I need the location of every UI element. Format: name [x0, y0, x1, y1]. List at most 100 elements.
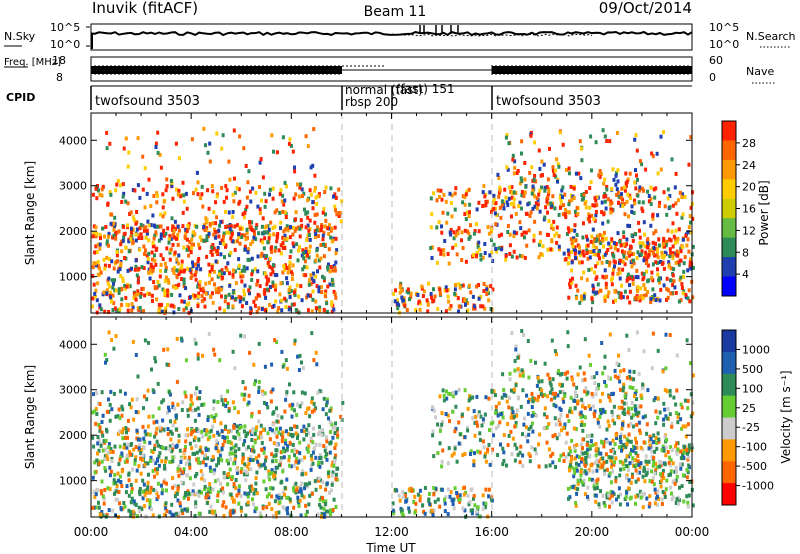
velocity-data-cell [285, 390, 289, 395]
velocity-data-cell [648, 439, 652, 444]
power-data-cell [105, 255, 109, 260]
power-data-cell [130, 308, 134, 313]
power-colorbar-swatch [722, 140, 736, 161]
power-data-cell [210, 184, 214, 189]
power-data-cell [264, 274, 268, 279]
velocity-data-cell [217, 460, 220, 465]
velocity-data-cell [576, 372, 580, 377]
power-data-cell [523, 235, 526, 240]
power-data-cell [143, 252, 146, 256]
power-data-cell [151, 268, 155, 273]
power-data-cell [576, 288, 580, 293]
velocity-data-cell [607, 473, 611, 478]
power-data-cell [129, 237, 133, 242]
velocity-data-cell [137, 505, 141, 510]
power-data-cell [303, 264, 306, 269]
velocity-data-cell [558, 390, 562, 395]
power-data-cell [658, 280, 662, 285]
power-data-cell [288, 235, 292, 240]
velocity-data-cell [111, 508, 115, 513]
power-data-cell [112, 233, 116, 238]
power-colorbar-swatch [722, 276, 736, 297]
power-data-cell [611, 167, 615, 172]
velocity-data-cell [573, 406, 577, 411]
power-data-cell [317, 285, 321, 290]
velocity-data-cell [582, 457, 586, 462]
power-data-cell [190, 273, 194, 278]
power-data-cell [191, 260, 194, 265]
velocity-data-cell [466, 428, 470, 433]
velocity-data-cell [125, 430, 128, 435]
power-data-cell [551, 165, 555, 170]
power-data-cell [210, 291, 214, 296]
velocity-data-cell [561, 397, 565, 402]
velocity-data-cell [570, 465, 574, 470]
velocity-data-cell [134, 410, 138, 414]
power-data-cell [161, 192, 165, 197]
velocity-data-cell [149, 485, 153, 490]
power-data-cell [300, 298, 304, 303]
power-data-cell [272, 263, 275, 268]
power-data-cell [203, 304, 207, 309]
power-data-cell [107, 276, 111, 281]
power-data-cell [607, 241, 611, 246]
velocity-data-cell [101, 448, 105, 453]
velocity-data-cell [185, 508, 189, 513]
power-data-cell [258, 185, 261, 189]
velocity-data-cell [154, 359, 158, 364]
velocity-data-cell [634, 451, 638, 456]
power-data-cell [546, 195, 550, 200]
power-data-cell [653, 253, 657, 258]
power-data-cell [200, 299, 204, 304]
power-data-cell [285, 276, 289, 281]
velocity-data-cell [109, 446, 113, 451]
velocity-data-cell [296, 435, 299, 440]
power-data-cell [176, 261, 180, 266]
power-data-cell [452, 230, 456, 235]
power-data-cell [592, 249, 596, 253]
power-data-cell [190, 267, 194, 271]
velocity-data-cell [634, 468, 638, 473]
power-data-cell [681, 244, 685, 249]
velocity-data-cell [198, 390, 202, 394]
velocity-data-cell [168, 460, 172, 465]
velocity-data-cell [332, 458, 336, 463]
velocity-data-cell [561, 383, 564, 388]
velocity-data-cell [659, 460, 663, 465]
velocity-data-cell [163, 512, 167, 517]
velocity-data-cell [226, 401, 230, 406]
power-data-cell [593, 270, 597, 275]
power-data-cell [502, 206, 506, 211]
velocity-data-cell [197, 493, 201, 498]
velocity-data-cell [304, 513, 308, 517]
power-data-cell [617, 200, 620, 205]
power-data-cell [591, 240, 595, 245]
velocity-data-cell [578, 365, 582, 370]
velocity-data-cell [564, 371, 567, 376]
power-data-cell [194, 277, 198, 282]
velocity-data-cell [637, 462, 641, 467]
velocity-data-cell [625, 475, 628, 480]
power-data-cell [624, 171, 628, 176]
power-data-cell [649, 202, 653, 206]
velocity-data-cell [200, 429, 204, 434]
velocity-data-cell [624, 495, 628, 500]
power-data-cell [605, 184, 609, 189]
velocity-data-cell [187, 496, 190, 501]
velocity-data-cell [183, 493, 187, 498]
velocity-data-cell [117, 407, 121, 412]
power-data-cell [641, 209, 645, 213]
power-data-cell [446, 294, 450, 299]
velocity-data-cell [520, 329, 524, 333]
velocity-data-cell [513, 424, 517, 429]
velocity-data-cell [663, 495, 667, 499]
power-data-cell [626, 177, 630, 182]
velocity-data-cell [296, 354, 300, 359]
power-data-cell [618, 271, 622, 275]
velocity-data-cell [553, 349, 557, 354]
velocity-data-cell [579, 469, 583, 474]
velocity-data-cell [533, 396, 537, 401]
power-data-cell [592, 217, 596, 221]
velocity-data-cell [505, 463, 508, 468]
power-data-cell [314, 306, 318, 311]
